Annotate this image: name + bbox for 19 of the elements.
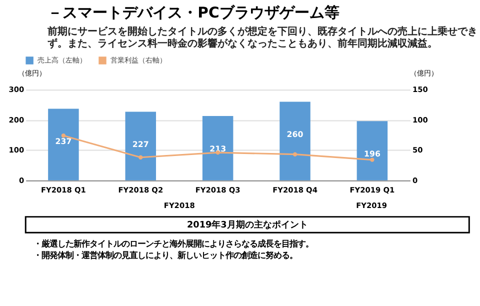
text: ・開発体制・運営体制の見直しにより、新しいヒット作の創造に努める。 bbox=[34, 250, 298, 260]
text: ・厳選した新作タイトルのローンチと海外展開によりさらなる成長を目指す。 bbox=[34, 238, 314, 248]
chart-subtitle: 前期にサービスを開始したタイトルの多くが想定を下回り、既存タイトルへの売上に上乗せできず。また、ライセンス料一時金の影響がなくなったこともあり、前年同期比減収減益。 bbox=[46, 25, 478, 50]
point bbox=[370, 158, 374, 162]
bar bbox=[280, 102, 310, 180]
point bbox=[61, 134, 66, 138]
bar bbox=[48, 108, 79, 180]
data-label: 196 bbox=[364, 150, 381, 159]
bar bbox=[356, 121, 388, 180]
point bbox=[292, 152, 298, 156]
data-label: 237 bbox=[55, 137, 72, 146]
data-label: 227 bbox=[132, 140, 149, 150]
chart-title: －スマートデバイス・PCブラウザゲーム等 bbox=[48, 4, 340, 22]
bar bbox=[202, 116, 234, 180]
text: 2019年3月期の主なポイント bbox=[186, 220, 308, 231]
data-label: 260 bbox=[286, 130, 304, 140]
point bbox=[138, 155, 143, 160]
bar bbox=[125, 112, 156, 180]
data-label: 213 bbox=[210, 144, 226, 154]
